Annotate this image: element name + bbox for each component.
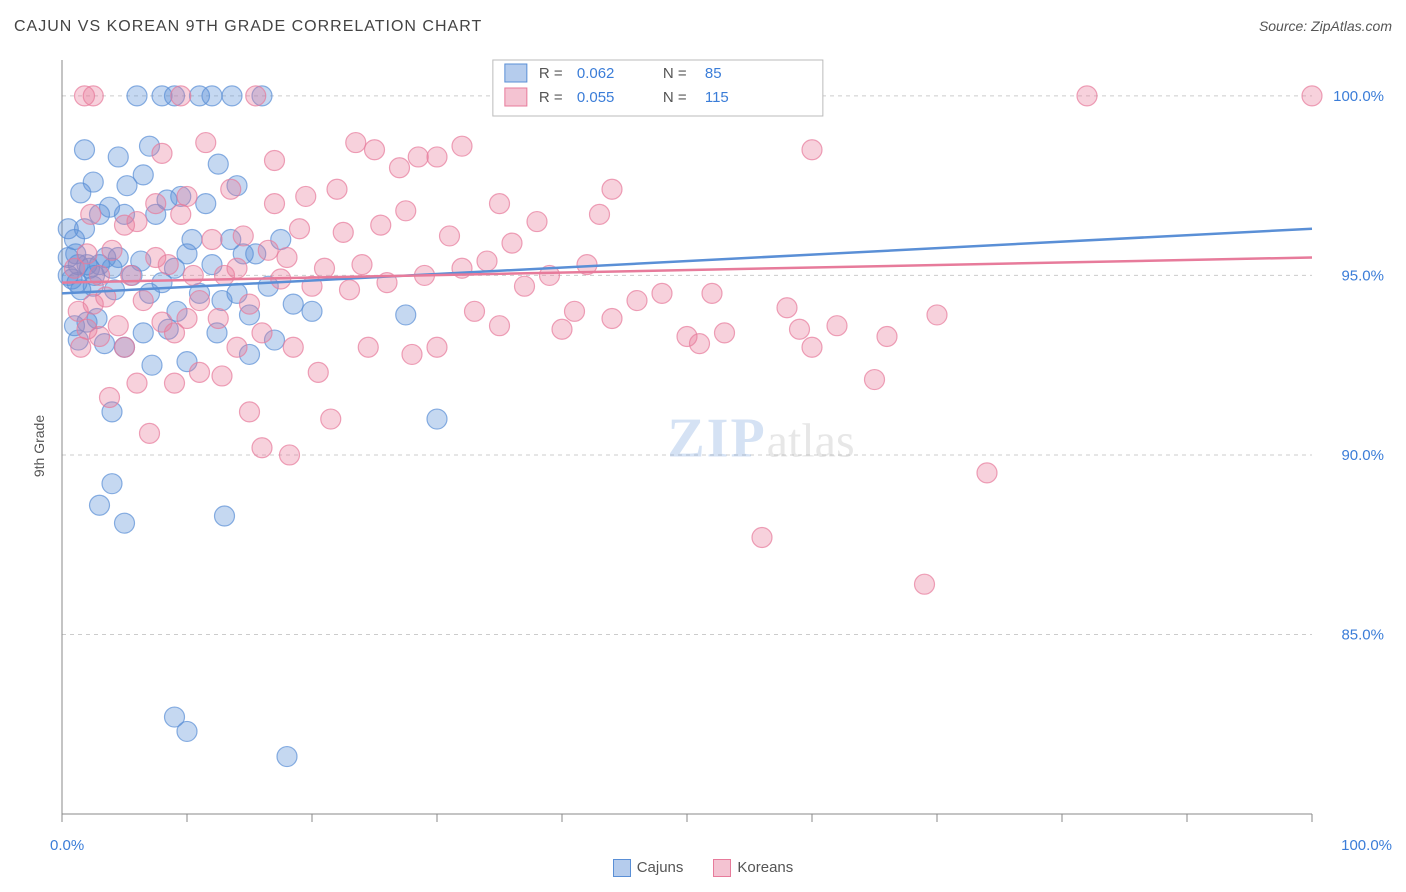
svg-text:N =: N = [663,65,687,82]
y-axis-label: 9th Grade [31,415,47,477]
svg-text:100.0%: 100.0% [1333,88,1384,105]
svg-text:90.0%: 90.0% [1341,447,1384,464]
svg-text:ZIPatlas: ZIPatlas [667,408,854,470]
legend-item-cajuns: Cajuns [613,859,684,877]
chart-title: CAJUN VS KOREAN 9TH GRADE CORRELATION CH… [14,18,482,36]
legend-item-koreans: Koreans [713,859,793,877]
bottom-legend: Cajuns Koreans [0,859,1406,877]
x-axis-max-label: 100.0% [1341,837,1392,854]
svg-text:115: 115 [705,89,729,106]
svg-text:85: 85 [705,65,722,82]
svg-text:95.0%: 95.0% [1341,267,1384,284]
svg-text:R =: R = [539,89,563,106]
svg-text:85.0%: 85.0% [1341,626,1384,643]
svg-text:N =: N = [663,89,687,106]
svg-text:0.062: 0.062 [577,65,615,82]
svg-text:R =: R = [539,65,563,82]
source-attribution: Source: ZipAtlas.com [1259,18,1392,34]
scatter-plot: 85.0% 90.0% 95.0% 100.0% ZIPatlas R = 0.062 N =… [50,50,1392,832]
svg-text:0.055: 0.055 [577,89,615,106]
x-axis-min-label: 0.0% [50,837,84,854]
